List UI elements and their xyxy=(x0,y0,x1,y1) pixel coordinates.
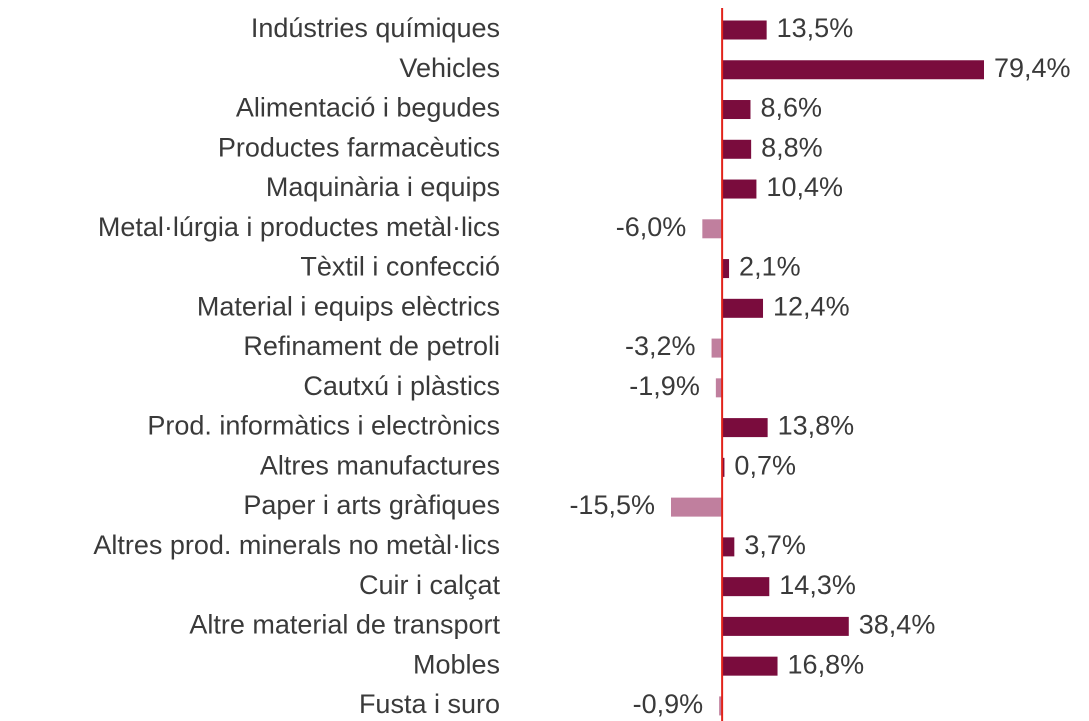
value-label: 8,8% xyxy=(761,132,823,162)
bar xyxy=(671,497,723,517)
bar xyxy=(711,338,723,358)
value-label: 12,4% xyxy=(773,291,850,321)
bar xyxy=(722,259,730,279)
value-label: -15,5% xyxy=(569,490,655,520)
bar xyxy=(715,378,723,398)
bar xyxy=(722,20,767,40)
category-label: Fusta i suro xyxy=(359,689,500,719)
value-label: 2,1% xyxy=(739,252,801,282)
value-label: 3,7% xyxy=(744,530,806,560)
bar xyxy=(722,179,757,199)
bar xyxy=(722,457,725,477)
value-label: 79,4% xyxy=(994,53,1071,83)
value-label: -1,9% xyxy=(629,371,700,401)
bar xyxy=(722,656,778,676)
category-label: Cautxú i plàstics xyxy=(303,371,500,401)
category-label: Metal·lúrgia i productes metàl·lics xyxy=(98,212,500,242)
category-label: Maquinària i equips xyxy=(266,172,500,202)
category-label: Mobles xyxy=(413,649,500,679)
category-label: Prod. informàtics i electrònics xyxy=(147,411,500,441)
value-label: -0,9% xyxy=(633,689,704,719)
category-label: Alimentació i begudes xyxy=(236,93,500,123)
value-label: -6,0% xyxy=(616,212,687,242)
category-label: Altres prod. minerals no metàl·lics xyxy=(93,530,500,560)
category-label: Altre material de transport xyxy=(189,610,500,640)
value-label: 8,6% xyxy=(760,93,822,123)
value-label: 0,7% xyxy=(734,450,796,480)
bar xyxy=(719,696,723,716)
category-label: Altres manufactures xyxy=(260,450,500,480)
bar xyxy=(722,418,768,438)
category-label: Cuir i calçat xyxy=(359,570,501,600)
value-label: 10,4% xyxy=(766,172,843,202)
bar xyxy=(722,298,764,318)
category-label: Tèxtil i confecció xyxy=(300,252,500,282)
bar xyxy=(722,537,735,557)
bar xyxy=(722,577,770,597)
bar xyxy=(722,100,751,120)
value-label: 14,3% xyxy=(779,570,856,600)
value-label: 13,8% xyxy=(778,411,855,441)
value-label: 13,5% xyxy=(777,13,854,43)
value-label: -3,2% xyxy=(625,331,696,361)
bar xyxy=(722,60,984,80)
bar xyxy=(702,219,723,239)
value-label: 38,4% xyxy=(859,610,936,640)
category-label: Vehicles xyxy=(399,53,500,83)
category-label: Paper i arts gràfiques xyxy=(243,490,500,520)
category-label: Refinament de petroli xyxy=(243,331,500,361)
category-label: Productes farmacèutics xyxy=(218,132,500,162)
bar xyxy=(722,139,752,159)
category-label: Material i equips elèctrics xyxy=(197,291,500,321)
category-label: Indústries químiques xyxy=(251,13,500,43)
value-label: 16,8% xyxy=(788,649,865,679)
bar xyxy=(722,616,849,636)
